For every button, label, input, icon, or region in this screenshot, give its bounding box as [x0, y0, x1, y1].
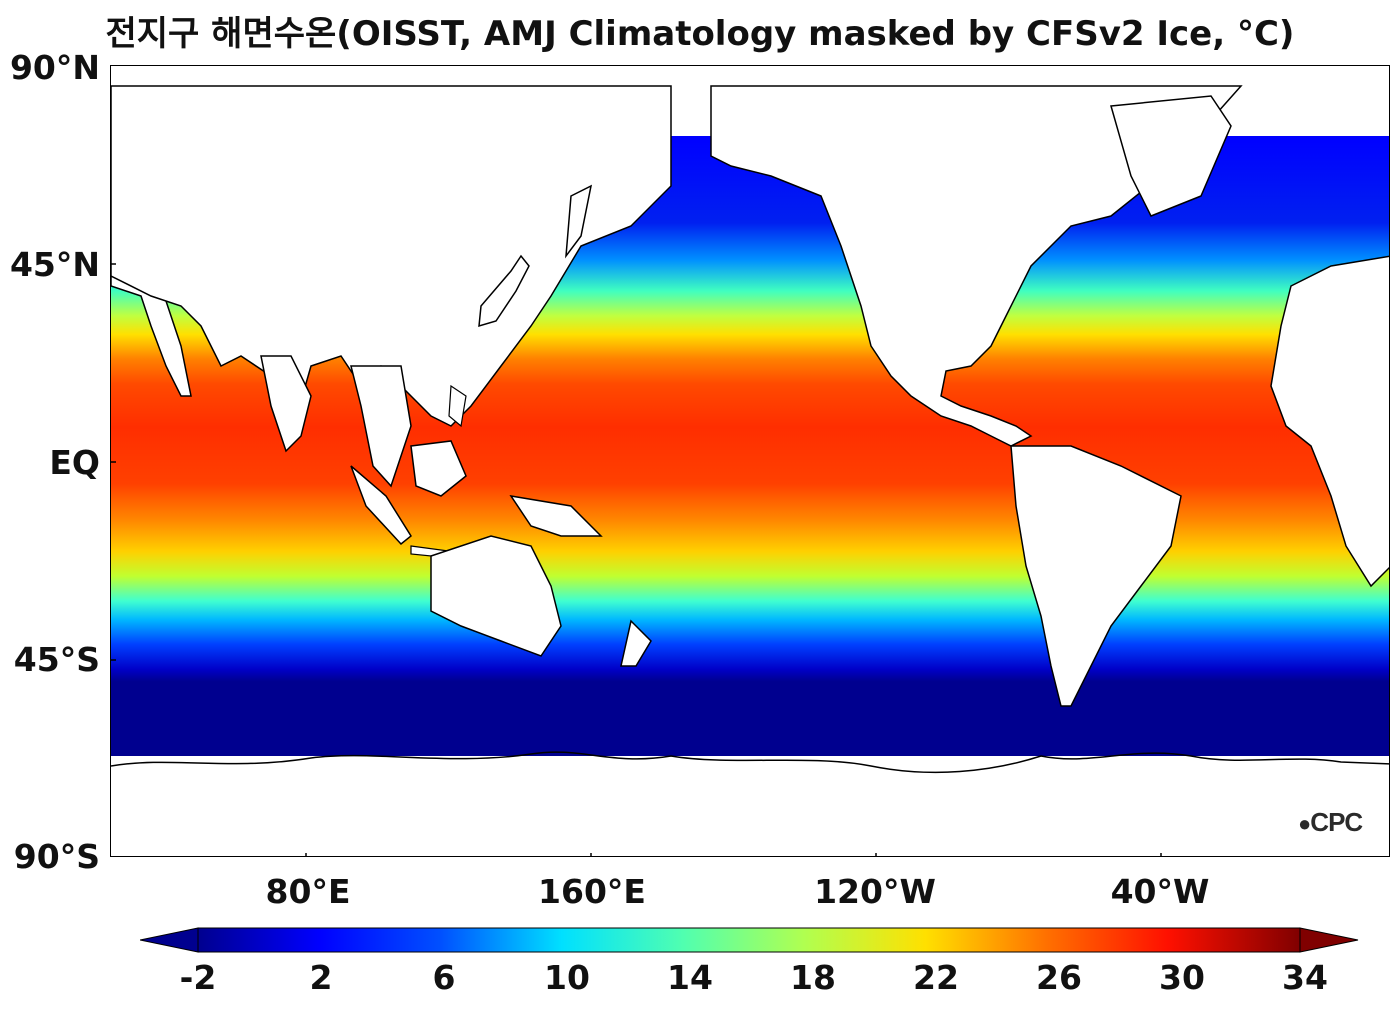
africa-horn — [1341, 436, 1389, 485]
colorbar-tick-label: -2 — [179, 958, 217, 997]
cpc-watermark: ●CPC — [1298, 807, 1363, 837]
new-zealand — [620, 619, 652, 667]
lat-label-eq: EQ — [49, 443, 100, 482]
indochina — [350, 365, 412, 488]
japan — [478, 254, 530, 328]
lon-label-160e: 160°E — [538, 872, 646, 911]
antarctica-coast — [111, 751, 1389, 774]
colorbar-body — [197, 927, 1301, 953]
australia — [430, 535, 562, 657]
north-america — [710, 85, 1243, 447]
philippines — [448, 384, 467, 428]
lat-label-90n: 90°N — [9, 48, 100, 87]
colorbar-tick-label: 2 — [309, 958, 333, 997]
colorbar-tick-label: 10 — [544, 958, 590, 997]
kamchatka — [565, 184, 593, 259]
colorbar-max-extend — [1299, 927, 1359, 953]
axis-ticks — [111, 263, 1162, 856]
colorbar-tick-label: 22 — [913, 958, 959, 997]
colorbar — [140, 927, 1359, 953]
india — [260, 355, 312, 453]
colorbar-tick-label: 26 — [1036, 958, 1082, 997]
sst-map-svg — [111, 66, 1389, 856]
borneo — [410, 440, 467, 497]
antarctica — [111, 756, 1389, 856]
lat-label-45n: 45°N — [9, 245, 100, 284]
lon-label-120w: 120°W — [814, 872, 936, 911]
lon-label-80e: 80°E — [265, 872, 351, 911]
colorbar-tick-label: 18 — [790, 958, 836, 997]
colorbar-tick-label: 30 — [1159, 958, 1205, 997]
sst-map — [110, 65, 1390, 857]
south-america — [1010, 445, 1182, 707]
map-title: 전지구 해면수온(OISST, AMJ Climatology masked b… — [105, 14, 1295, 54]
sumatra — [350, 465, 412, 546]
new-guinea — [509, 494, 603, 537]
lon-label-40w: 40°W — [1110, 872, 1210, 911]
colorbar-tick-label: 14 — [667, 958, 713, 997]
colorbar-tick-label: 34 — [1282, 958, 1328, 997]
lat-label-45s: 45°S — [13, 640, 100, 679]
colorbar-tick-label: 6 — [432, 958, 456, 997]
cpc-logo-icon: ● — [1298, 811, 1311, 836]
lat-label-90s: 90°S — [13, 837, 100, 876]
colorbar-min-extend — [140, 927, 199, 953]
europe-africa — [1270, 255, 1389, 588]
greenland — [1110, 95, 1232, 217]
